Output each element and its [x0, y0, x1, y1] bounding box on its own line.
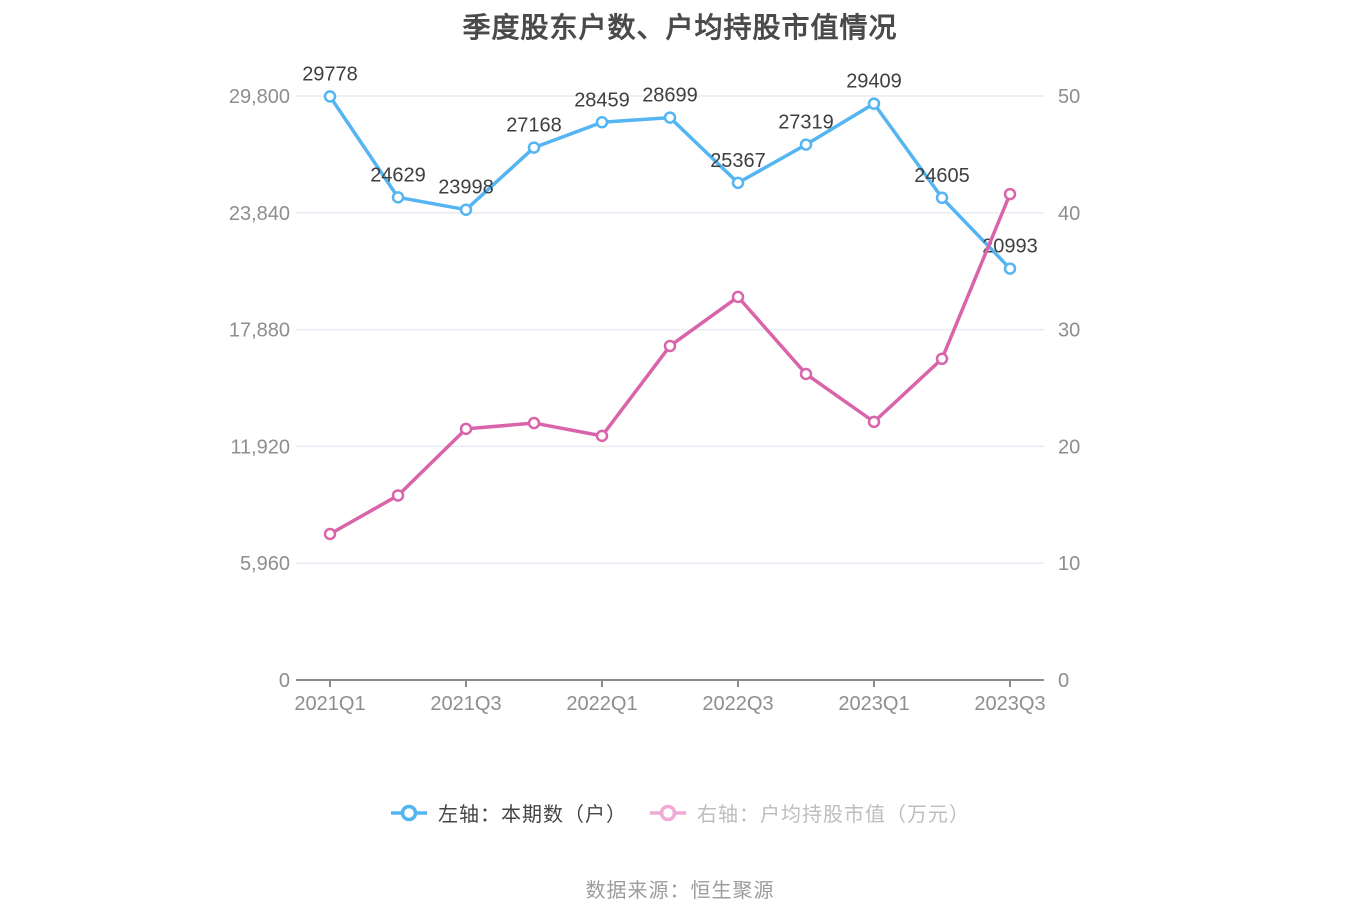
data-point-2021Q2 [391, 489, 405, 502]
data-point-label: 28459 [574, 89, 630, 111]
data-point-label: 29778 [302, 63, 358, 85]
data-point-2021Q4 [527, 141, 541, 154]
data-point-label: 23998 [438, 177, 494, 199]
data-point-2022Q4 [799, 138, 813, 151]
data-point-label: 27319 [778, 112, 834, 134]
chart-legend: 左轴：本期数（户） 右轴：户均持股市值（万元） [0, 798, 1360, 827]
data-source: 数据来源：恒生聚源 [585, 880, 775, 902]
right-axis-tick-label: 30 [1058, 320, 1080, 342]
line-series-marker-icon [650, 804, 686, 821]
data-point-2021Q4 [527, 416, 541, 430]
data-point-2021Q2 [391, 191, 405, 204]
data-point-2022Q1 [595, 116, 609, 129]
legend-item-avg-holding-value[interactable]: 右轴：户均持股市值（万元） [649, 798, 970, 827]
data-point-2022Q2 [663, 111, 677, 124]
data-point-2023Q1 [867, 97, 881, 110]
data-point-label: 20993 [982, 236, 1038, 258]
right-axis-tick-label: 10 [1058, 553, 1080, 575]
data-point-2021Q1 [323, 527, 337, 541]
data-point-label: 25367 [710, 150, 766, 172]
data-point-2022Q1 [595, 429, 609, 443]
data-point-2022Q4 [799, 367, 813, 381]
data-point-label: 24605 [914, 165, 970, 187]
legend-item-shareholder-count[interactable]: 左轴：本期数（户） [390, 798, 627, 827]
data-point-2021Q3 [459, 203, 473, 216]
data-point-2023Q2 [935, 191, 949, 205]
data-point-2023Q1 [867, 415, 881, 429]
data-point-2022Q3 [731, 176, 745, 190]
line-series-marker-icon [391, 804, 427, 821]
right-axis-tick-label: 0 [1058, 670, 1069, 692]
left-axis-tick-label: 11,920 [230, 436, 290, 458]
data-point-2023Q3 [1003, 187, 1017, 201]
data-point-label: 24629 [370, 164, 426, 186]
legend-label-avg-holding-value: 右轴：户均持股市值（万元） [697, 804, 970, 826]
data-point-label: 28699 [642, 85, 698, 107]
left-axis-tick-label: 23,840 [229, 203, 290, 225]
data-point-2022Q2 [663, 339, 677, 353]
right-axis-tick-label: 20 [1058, 436, 1080, 458]
x-axis-tick-label: 2023Q1 [838, 693, 909, 715]
left-axis-tick-label: 0 [279, 670, 290, 692]
x-axis-tick-label: 2021Q3 [430, 693, 501, 715]
data-point-2023Q2 [935, 352, 949, 366]
data-point-2023Q3 [1003, 262, 1017, 275]
legend-label-shareholder-count: 左轴：本期数（户） [438, 804, 627, 826]
left-axis-tick-label: 5,960 [240, 553, 290, 575]
series-line-right-axis [328, 192, 1012, 536]
right-axis-tick-label: 50 [1058, 86, 1080, 108]
left-axis-tick-label: 29,800 [229, 86, 290, 108]
plot-area: 0 5,960 11,920 17,880 23,840 29,800 0 10 20 30 40 5… [229, 63, 1080, 715]
chart-title: 季度股东户数、户均持股市值情况 [462, 12, 898, 43]
data-point-2021Q1 [323, 90, 337, 103]
x-axis-tick-label: 2022Q1 [566, 693, 637, 715]
data-point-2022Q3 [731, 290, 745, 304]
data-point-label: 29409 [846, 71, 902, 93]
left-axis-tick-label: 17,880 [229, 320, 290, 342]
x-axis-tick-label: 2021Q1 [294, 693, 365, 715]
x-axis-tick-label: 2022Q3 [702, 693, 773, 715]
data-point-2021Q3 [459, 422, 473, 436]
right-axis-tick-label: 40 [1058, 203, 1080, 225]
data-point-label: 27168 [506, 115, 562, 137]
x-axis-tick-label: 2023Q3 [974, 693, 1045, 715]
